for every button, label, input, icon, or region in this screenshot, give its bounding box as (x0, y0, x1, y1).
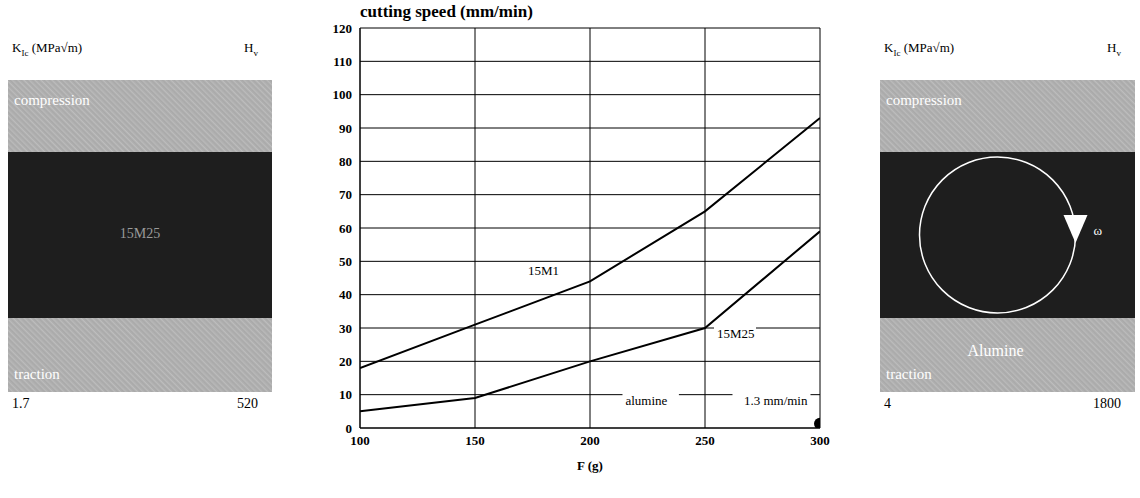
html-text:traction: traction (14, 366, 60, 382)
svg-text:120: 120 (333, 21, 353, 36)
svg-text:110: 110 (333, 54, 352, 69)
html-text:Hv: Hv (244, 40, 258, 58)
html-text:KIc(MPa√m): KIc(MPa√m) (12, 40, 83, 58)
html-text:compression: compression (14, 92, 90, 108)
svg-text:30: 30 (339, 321, 352, 336)
html-text:Alumine: Alumine (967, 342, 1024, 359)
html-text:traction: traction (886, 366, 932, 382)
html-text:1800: 1800 (1093, 396, 1121, 411)
html-text:15M25: 15M25 (119, 226, 161, 241)
html-text:compression: compression (886, 92, 962, 108)
svg-text:250: 250 (695, 433, 715, 448)
svg-text:70: 70 (339, 187, 352, 202)
html-text:cutting speed (mm/min): cutting speed (mm/min) (360, 2, 533, 21)
html-text:KIc(MPa√m): KIc(MPa√m) (884, 40, 955, 58)
svg-text:1.3 mm/min: 1.3 mm/min (744, 393, 808, 408)
svg-text:300: 300 (810, 433, 830, 448)
svg-text:15M1: 15M1 (528, 263, 559, 278)
html-text:Hv: Hv (1107, 40, 1121, 58)
svg-text:100: 100 (333, 87, 353, 102)
svg-text:40: 40 (339, 287, 352, 302)
svg-text:F (g): F (g) (577, 458, 603, 473)
svg-text:100: 100 (350, 433, 370, 448)
svg-text:50: 50 (339, 254, 352, 269)
svg-text:0: 0 (346, 421, 353, 436)
html-text:1.7: 1.7 (12, 396, 30, 411)
svg-text:90: 90 (339, 121, 352, 136)
svg-text:80: 80 (339, 154, 352, 169)
svg-text:alumine: alumine (625, 393, 667, 408)
svg-text:20: 20 (339, 354, 352, 369)
svg-text:15M25: 15M25 (717, 326, 755, 341)
svg-text:10: 10 (339, 387, 352, 402)
svg-text:150: 150 (465, 433, 485, 448)
svg-text:60: 60 (339, 221, 352, 236)
html-text:4: 4 (884, 396, 891, 411)
svg-text:200: 200 (580, 433, 600, 448)
html-text:520: 520 (237, 396, 258, 411)
html-text:ω: ω (1093, 223, 1103, 238)
